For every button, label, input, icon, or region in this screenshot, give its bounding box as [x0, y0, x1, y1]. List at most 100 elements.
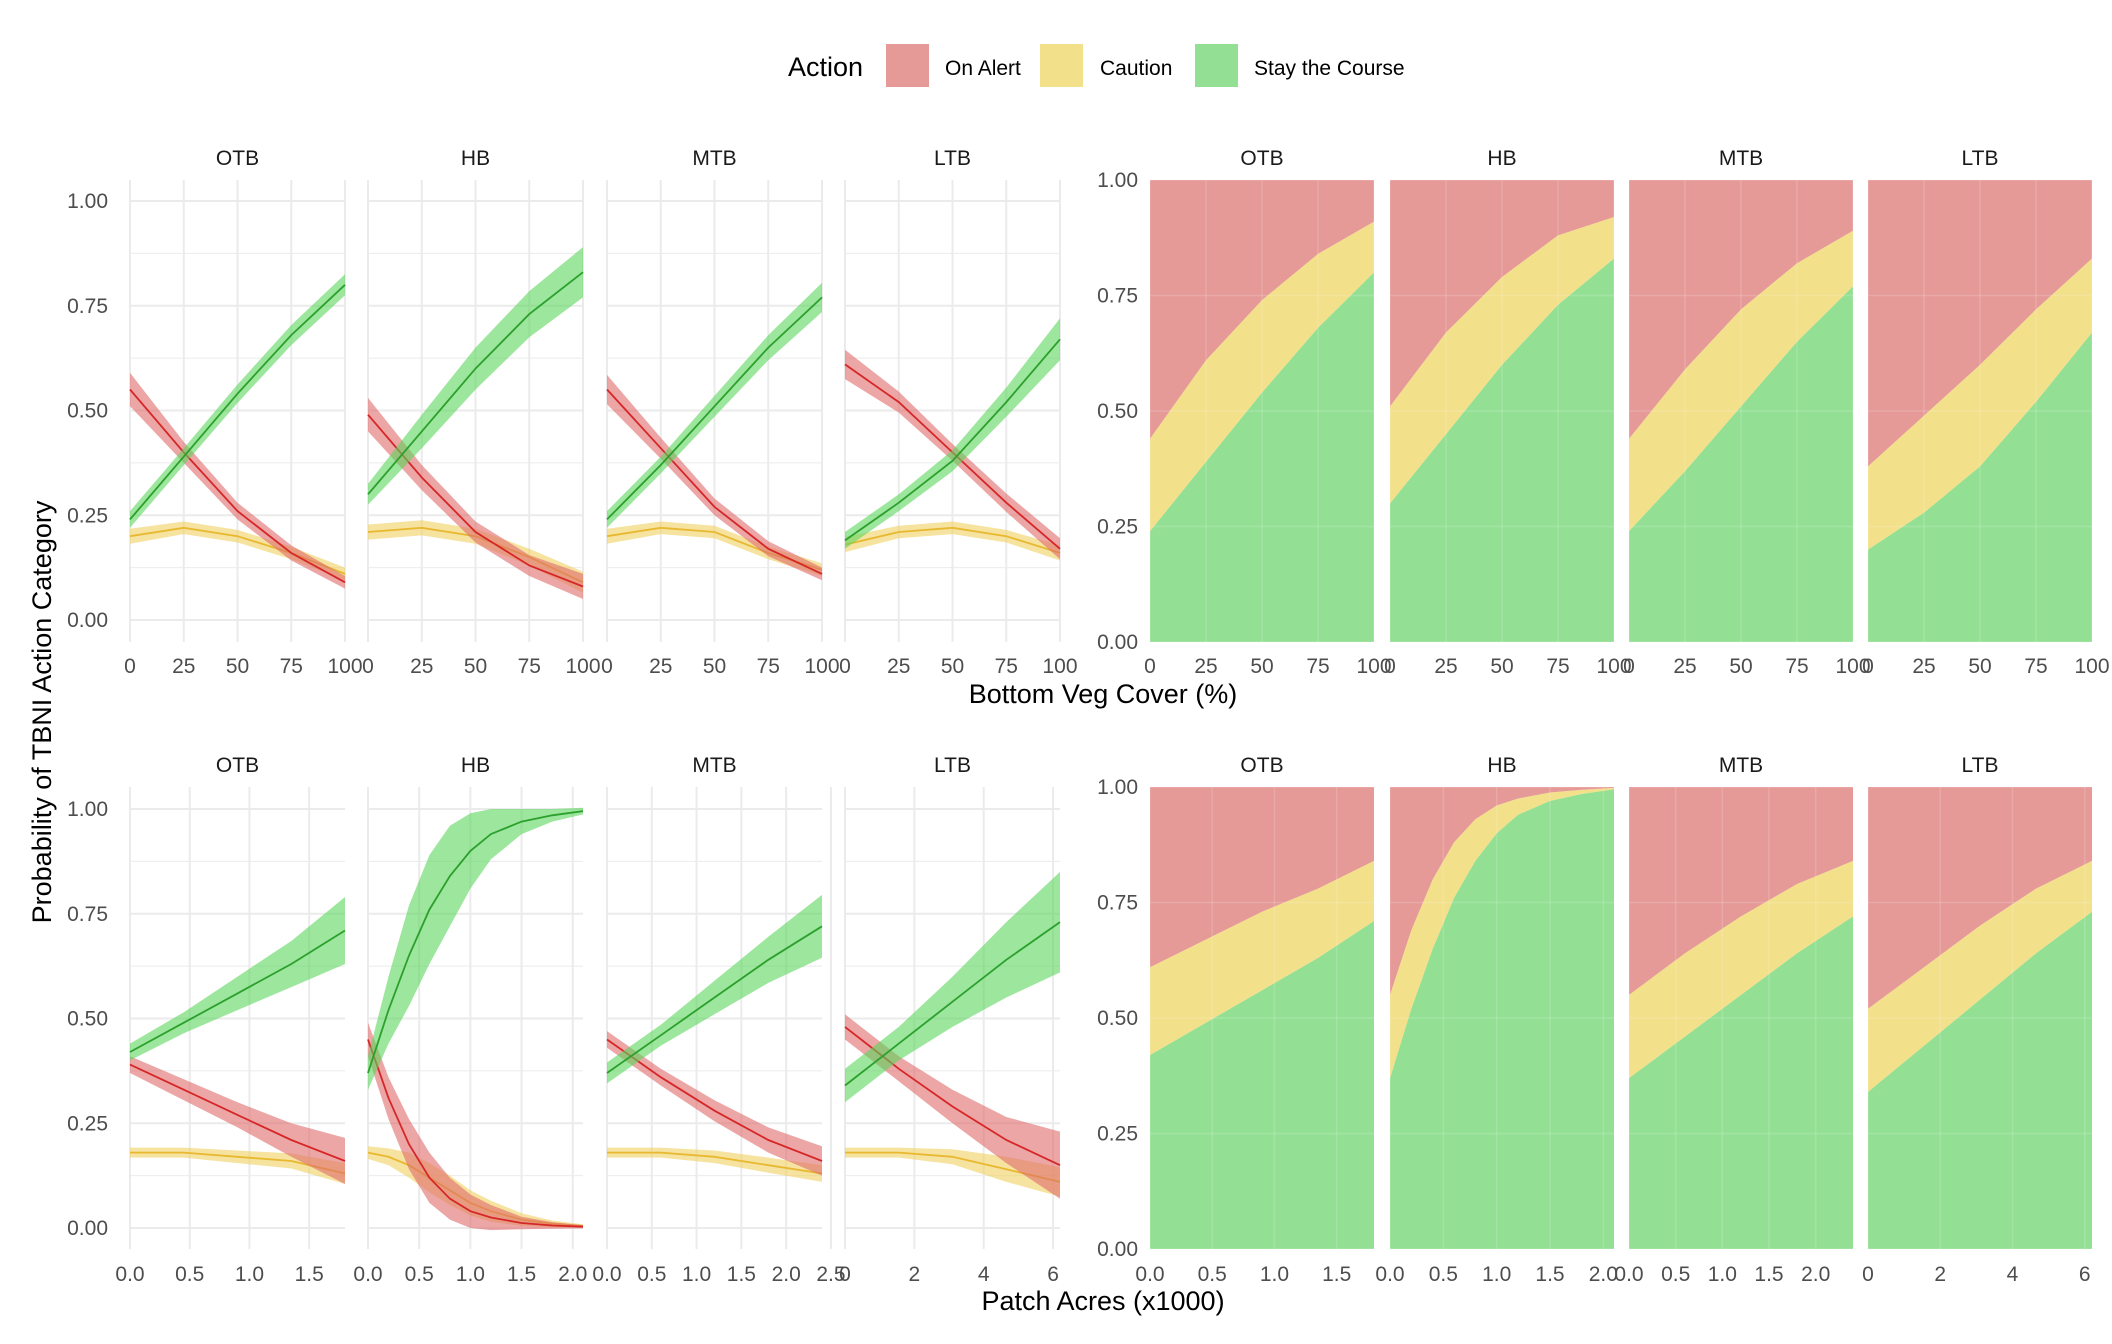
- y-tick-label: 0.25: [1097, 1123, 1138, 1146]
- x-tick-label: 50: [1250, 655, 1273, 678]
- x-tick-label: 1.0: [235, 1263, 264, 1286]
- y-tick-label: 0.50: [1097, 1007, 1138, 1030]
- x-tick-label: 1.5: [1322, 1263, 1351, 1286]
- panel-bottom-stacked-ltb: LTB 0 2 4 6: [1862, 754, 2092, 1286]
- x-tick-label: 2: [909, 1263, 921, 1286]
- x-tick-label: 0: [601, 655, 613, 678]
- area-on-alert-bottom-stacked-mtb: [1629, 787, 1853, 995]
- x-tick-label: 0.0: [1375, 1263, 1404, 1286]
- area-stay-the-course-bottom-stacked-mtb: [1629, 916, 1853, 1249]
- x-tick-label: 25: [1673, 655, 1696, 678]
- x-tick-label: 1.5: [295, 1263, 324, 1286]
- x-tick-label: 1.5: [507, 1263, 536, 1286]
- x-tick-label: 75: [1785, 655, 1808, 678]
- y-tick-label: 0.50: [1097, 400, 1138, 423]
- panel-bottom-stacked-hb: HB 0.0 0.5 1.0 1.5 2.0: [1375, 754, 1618, 1286]
- panel-top-stacked-otb: OTB 0.00 0.25 0.50 0.75 1.00 0 25 50 75 100: [1097, 147, 1391, 678]
- y-tick-label: 1.00: [1097, 169, 1138, 192]
- x-tick-label: 2.0: [1801, 1263, 1830, 1286]
- area-caution-top-stacked-otb: [1150, 221, 1374, 532]
- area-stay-the-course-bottom-stacked-ltb: [1868, 911, 2092, 1249]
- area-on-alert-top-stacked-ltb: [1868, 180, 2092, 467]
- x-tick-label: 50: [1968, 655, 1991, 678]
- x-tick-label: 0: [124, 655, 136, 678]
- strip-label-bottom-ribbon-otb: OTB: [216, 754, 259, 777]
- panel-top-stacked-mtb: MTB 0 25 50 75 100: [1623, 147, 1870, 678]
- area-caution-bottom-stacked-ltb: [1868, 860, 2092, 1092]
- x-tick-label: 1.5: [1754, 1263, 1783, 1286]
- line-stay-the-course-bottom-ribbon-ltb: [844, 921, 1061, 1087]
- ribbon-stay-the-course-bottom-ribbon-mtb: [607, 894, 822, 1084]
- panel-bottom-ribbon-mtb: MTB 0.0 0.5 1.0 1.5 2.0 2.5: [592, 754, 845, 1286]
- line-stay-the-course-top-ribbon-otb: [129, 284, 346, 520]
- area-stay-the-course-top-stacked-mtb: [1629, 286, 1853, 642]
- y-tick-label: 0.25: [67, 504, 108, 527]
- x-tick-label: 2.0: [772, 1263, 801, 1286]
- area-stay-the-course-bottom-stacked-otb: [1150, 921, 1374, 1249]
- panel-bottom-stacked-otb: OTB 0.00 0.25 0.50 0.75 1.00 0.0 0.5 1.0 1.5: [1097, 754, 1374, 1286]
- y-axis-title: Probability of TBNI Action Category: [27, 500, 57, 923]
- strip-label-bottom-ribbon-ltb: LTB: [934, 754, 971, 777]
- x-tick-label: 2.5: [816, 1263, 845, 1286]
- x-tick-label: 25: [172, 655, 195, 678]
- x-tick-label: 50: [941, 655, 964, 678]
- strip-label-top-stacked-hb: HB: [1487, 147, 1516, 170]
- x-tick-label: 0: [1384, 655, 1396, 678]
- ribbon-on-alert-bottom-ribbon-otb: [130, 1056, 345, 1184]
- x-tick-label: 0.0: [1135, 1263, 1164, 1286]
- ribbon-stay-the-course-bottom-ribbon-hb: [368, 807, 583, 1090]
- panel-bottom-ribbon-ltb: LTB 0 2 4 6: [839, 754, 1061, 1286]
- area-caution-top-stacked-hb: [1390, 217, 1614, 504]
- x-tick-label: 0: [1862, 655, 1874, 678]
- strip-label-bottom-ribbon-hb: HB: [461, 754, 490, 777]
- x-tick-label: 0: [1623, 655, 1635, 678]
- strip-label-bottom-stacked-otb: OTB: [1240, 754, 1283, 777]
- x-tick-label: 50: [1490, 655, 1513, 678]
- x-tick-label: 1.0: [1708, 1263, 1737, 1286]
- panel-top-ribbon-ltb: LTB 0 25 50 75 100: [839, 147, 1077, 678]
- strip-label-bottom-stacked-hb: HB: [1487, 754, 1516, 777]
- area-on-alert-top-stacked-mtb: [1629, 180, 1853, 439]
- legend-swatch-stay-the-course: [1195, 44, 1238, 87]
- x-tick-label: 6: [2079, 1263, 2091, 1286]
- x-tick-label: 0: [839, 655, 851, 678]
- x-tick-label: 0.0: [1614, 1263, 1643, 1286]
- x-tick-label: 100: [1042, 655, 1077, 678]
- y-tick-label: 0.50: [67, 400, 108, 423]
- x-tick-label: 1.5: [1535, 1263, 1564, 1286]
- x-tick-label: 75: [518, 655, 541, 678]
- strip-label-bottom-stacked-ltb: LTB: [1962, 754, 1999, 777]
- ribbon-on-alert-top-ribbon-mtb: [607, 374, 822, 581]
- area-caution-top-stacked-mtb: [1629, 230, 1853, 532]
- x-tick-label: 100: [327, 655, 362, 678]
- panel-top-ribbon-otb: OTB 0.00 0.25 0.50 0.75 1.00 0 25 50 75 100: [67, 147, 362, 678]
- legend-swatch-caution: [1040, 44, 1083, 87]
- line-stay-the-course-top-ribbon-mtb: [606, 296, 823, 521]
- line-stay-the-course-bottom-ribbon-hb: [367, 810, 584, 1074]
- area-caution-bottom-stacked-otb: [1150, 860, 1374, 1055]
- x-axis-title-top: Bottom Veg Cover (%): [969, 679, 1238, 709]
- legend-title: Action: [788, 52, 863, 82]
- x-tick-label: 75: [2024, 655, 2047, 678]
- y-tick-label: 1.00: [67, 190, 108, 213]
- y-tick-label: 0.75: [67, 295, 108, 318]
- area-on-alert-bottom-stacked-hb: [1390, 787, 1614, 995]
- area-caution-bottom-stacked-mtb: [1629, 860, 1853, 1079]
- panel-bottom-ribbon-otb: OTB 0.00 0.25 0.50 0.75 1.00 0.0 0.5 1.0 1.5: [67, 754, 346, 1286]
- x-tick-label: 2.0: [558, 1263, 587, 1286]
- x-tick-label: 2.0: [1589, 1263, 1618, 1286]
- x-tick-label: 0.5: [175, 1263, 204, 1286]
- ribbon-on-alert-top-ribbon-otb: [130, 372, 345, 589]
- x-tick-label: 0: [1862, 1263, 1874, 1286]
- strip-label-top-ribbon-otb: OTB: [216, 147, 259, 170]
- strip-label-top-ribbon-ltb: LTB: [934, 147, 971, 170]
- x-tick-label: 0: [1144, 655, 1156, 678]
- area-caution-bottom-stacked-hb: [1390, 787, 1614, 1079]
- x-tick-label: 25: [887, 655, 910, 678]
- line-stay-the-course-top-ribbon-hb: [367, 271, 584, 495]
- legend-label-on-alert: On Alert: [945, 57, 1021, 80]
- x-tick-label: 100: [1596, 655, 1631, 678]
- ribbon-on-alert-bottom-ribbon-hb: [368, 1022, 583, 1231]
